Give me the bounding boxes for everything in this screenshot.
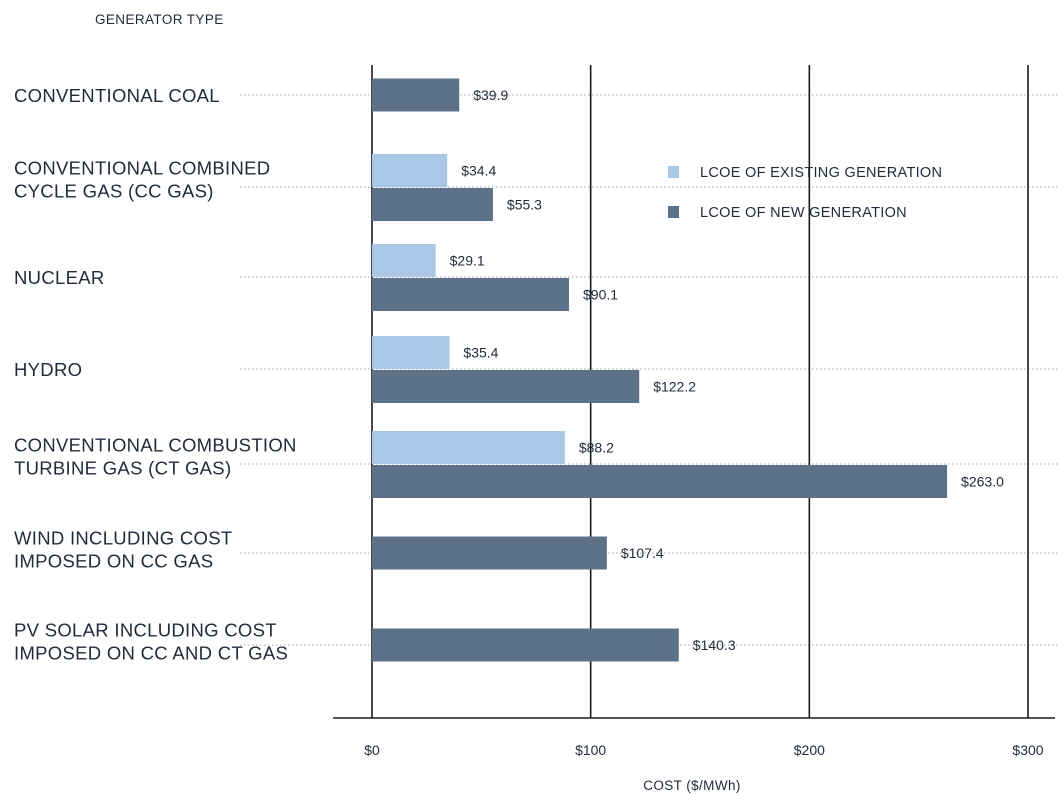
x-tick-label: $0: [364, 742, 380, 758]
category-label-line: HYDRO: [14, 359, 82, 380]
value-label: $35.4: [463, 345, 498, 361]
bar-existing: [372, 244, 436, 277]
legend-swatch: [668, 166, 679, 178]
bar-existing: [372, 431, 565, 464]
category-label-line: CONVENTIONAL COMBUSTION: [14, 435, 297, 456]
category-label-line: CONVENTIONAL COAL: [14, 85, 220, 106]
bars: [372, 78, 948, 662]
category-label-line: WIND INCLUDING COST: [14, 528, 232, 549]
x-tick-label: $100: [575, 742, 606, 758]
value-label: $140.3: [693, 637, 736, 653]
value-label: $88.2: [579, 440, 614, 456]
value-label: $122.2: [653, 379, 696, 395]
category-label: NUCLEAR: [14, 267, 105, 288]
legend-swatch: [668, 206, 679, 218]
category-label: PV SOLAR INCLUDING COST IMPOSED ON CC AND…: [14, 620, 288, 664]
category-labels: CONVENTIONAL COAL CONVENTIONAL COMBINED CY…: [14, 85, 297, 664]
category-label-line: CYCLE GAS (CC GAS): [14, 181, 214, 202]
x-axis-title: COST ($/MWh): [643, 778, 741, 793]
legend: LCOE OF EXISTING GENERATION LCOE OF NEW G…: [668, 165, 942, 221]
category-label: WIND INCLUDING COST IMPOSED ON CC GAS: [14, 528, 232, 572]
category-label-line: IMPOSED ON CC GAS: [14, 551, 213, 572]
value-label: $107.4: [621, 545, 664, 561]
x-tick-label: $200: [794, 742, 825, 758]
value-label: $55.3: [507, 197, 542, 213]
legend-label: LCOE OF EXISTING GENERATION: [700, 165, 942, 181]
value-label: $263.0: [961, 474, 1004, 490]
category-label: CONVENTIONAL COMBINED CYCLE GAS (CC GAS): [14, 158, 270, 202]
bar-new: [372, 628, 679, 662]
value-label: $39.9: [473, 87, 508, 103]
bar-new: [372, 536, 607, 570]
gridlines: [240, 65, 1060, 719]
value-labels: $39.9 $34.4 $55.3 $29.1 $90.1 $35.4 $122.2 $88.…: [450, 87, 1004, 653]
bar-existing: [372, 154, 448, 187]
category-label: CONVENTIONAL COAL: [14, 85, 220, 106]
category-label-line: IMPOSED ON CC AND CT GAS: [14, 643, 288, 664]
bar-existing: [372, 336, 450, 369]
category-label: HYDRO: [14, 359, 82, 380]
category-label-line: TURBINE GAS (CT GAS): [14, 458, 231, 479]
category-label-line: NUCLEAR: [14, 267, 105, 288]
x-tick-labels: $0 $100 $200 $300: [364, 742, 1044, 758]
x-tick-label: $300: [1012, 742, 1043, 758]
y-axis-title: GENERATOR TYPE: [95, 12, 224, 27]
bar-new: [372, 78, 460, 112]
bar-new: [372, 278, 570, 311]
bar-new: [372, 188, 493, 221]
category-label: CONVENTIONAL COMBUSTION TURBINE GAS (CT G…: [14, 435, 297, 479]
legend-label: LCOE OF NEW GENERATION: [700, 205, 907, 221]
value-label: $29.1: [450, 253, 485, 269]
value-label: $90.1: [583, 287, 618, 303]
category-label-line: CONVENTIONAL COMBINED: [14, 158, 270, 179]
bar-new: [372, 370, 640, 403]
category-label-line: PV SOLAR INCLUDING COST: [14, 620, 277, 641]
value-label: $34.4: [461, 163, 496, 179]
bar-new: [372, 465, 948, 498]
